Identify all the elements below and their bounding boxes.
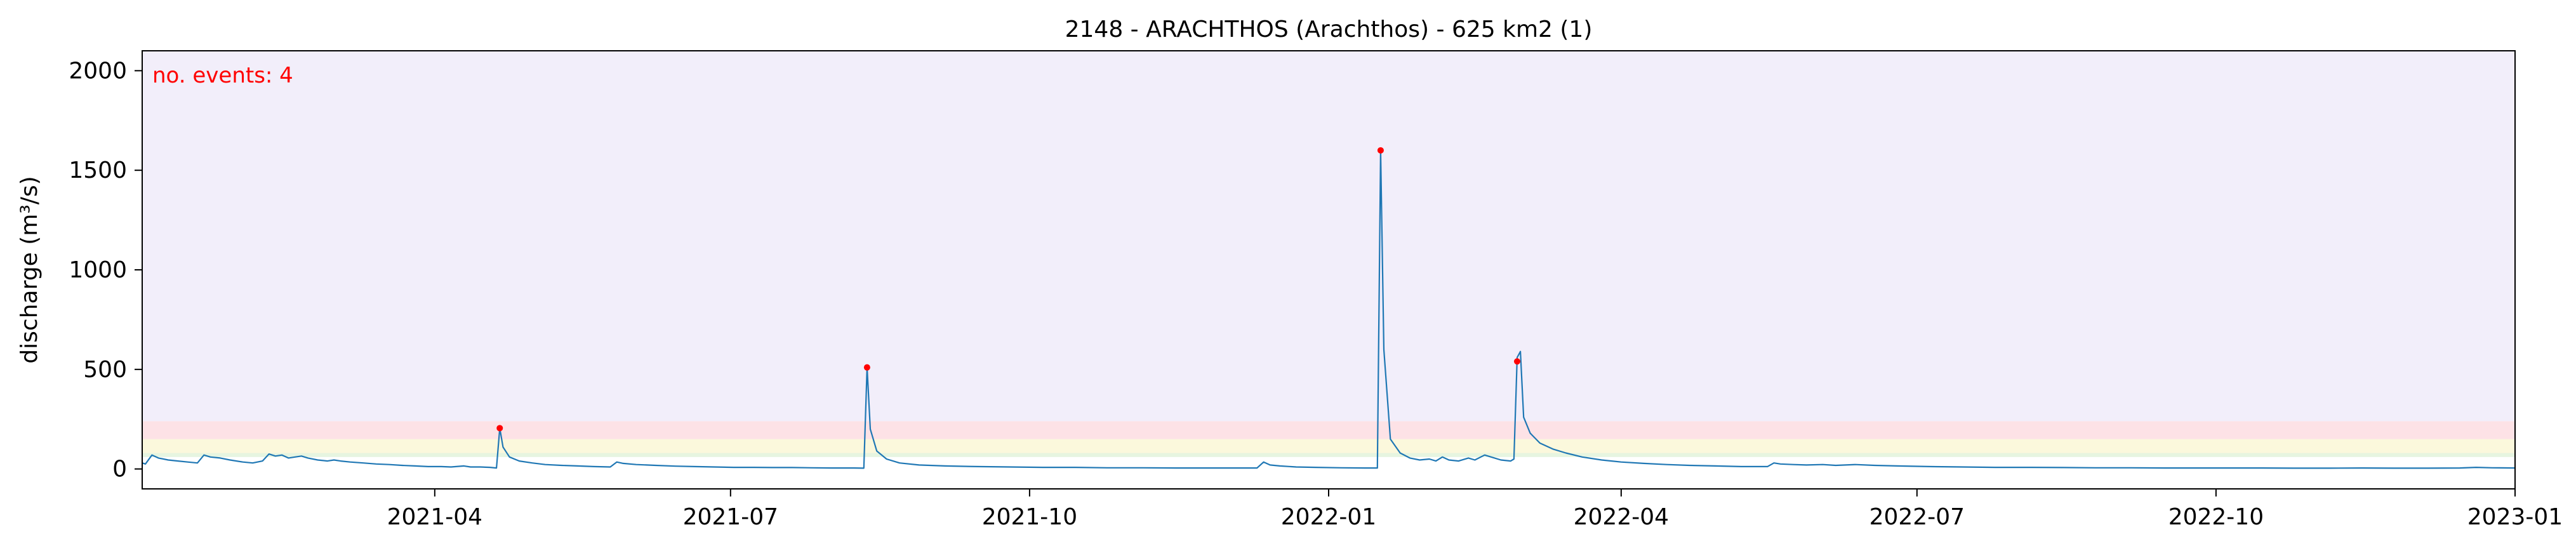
- threshold-band-3: [142, 51, 2515, 422]
- events-layer: [496, 147, 1520, 432]
- y-axis: 0 500 1000 1500 2000: [69, 58, 142, 483]
- event-point-4: [1513, 358, 1520, 365]
- y-tick-label-1000: 1000: [69, 257, 127, 283]
- x-axis: 2021-04 2021-07 2021-10 2022-01 2022-04 2022-…: [387, 489, 2563, 530]
- x-tick-label-2021-04: 2021-04: [387, 504, 482, 530]
- threshold-band-2: [142, 421, 2515, 439]
- event-point-2: [863, 364, 870, 371]
- events-count-annotation: no. events: 4: [152, 63, 293, 88]
- threshold-band-1: [142, 439, 2515, 453]
- x-tick-label-2021-10: 2021-10: [982, 504, 1077, 530]
- threshold-band-0: [142, 453, 2515, 457]
- y-tick-label-2000: 2000: [69, 58, 127, 84]
- x-tick-label-2022-07: 2022-07: [1869, 504, 1965, 530]
- x-tick-label-2023-01: 2023-01: [2467, 504, 2563, 530]
- y-tick-label-500: 500: [83, 357, 127, 383]
- discharge-series-line: [142, 149, 2515, 469]
- event-point-3: [1377, 147, 1384, 154]
- x-tick-label-2021-07: 2021-07: [683, 504, 778, 530]
- series-layer: [142, 149, 2515, 469]
- x-tick-label-2022-10: 2022-10: [2168, 504, 2264, 530]
- threshold-bands: [142, 51, 2515, 457]
- x-tick-label-2022-01: 2022-01: [1281, 504, 1376, 530]
- y-tick-label-0: 0: [112, 456, 127, 483]
- chart-title: 2148 - ARACHTHOS (Arachthos) - 625 km2 (…: [1065, 17, 1593, 43]
- event-point-1: [496, 425, 503, 432]
- x-tick-label-2022-04: 2022-04: [1574, 504, 1669, 530]
- y-axis-label: discharge (m³/s): [17, 176, 43, 363]
- y-tick-label-1500: 1500: [69, 157, 127, 183]
